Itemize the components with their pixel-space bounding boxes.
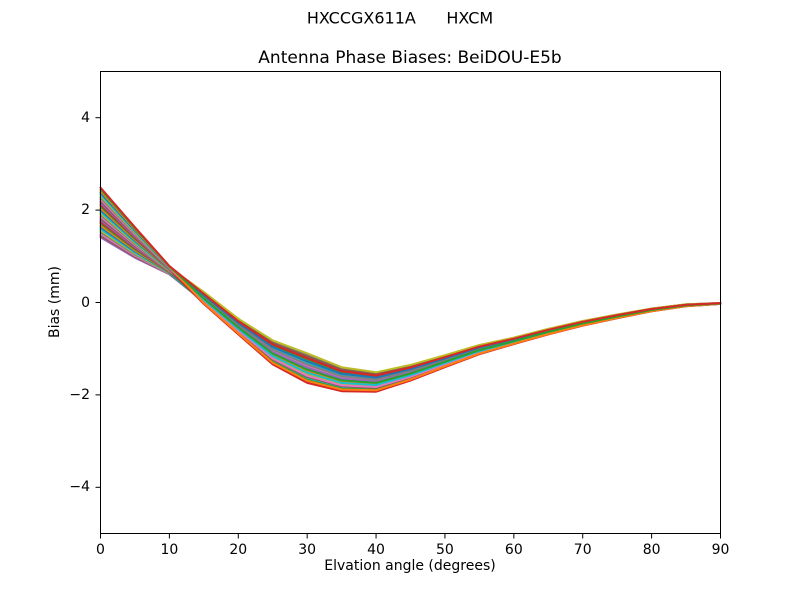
series-line (99, 226, 722, 386)
series-line (99, 203, 722, 393)
x-tick-label: 70 (573, 542, 592, 558)
series-line (99, 219, 722, 376)
series-line (99, 215, 722, 382)
x-tick-label: 60 (504, 542, 523, 558)
x-tick-label: 50 (436, 542, 454, 558)
x-tick-label: 10 (160, 542, 179, 558)
series-line (99, 190, 722, 392)
series-line (99, 208, 722, 392)
x-tick-label: 0 (96, 542, 105, 558)
series-line (99, 231, 722, 388)
y-tick-label: −4 (69, 479, 90, 496)
series-line (99, 207, 722, 385)
y-tick-label: 4 (81, 109, 90, 126)
series-line (99, 234, 722, 382)
x-tick-label: 90 (711, 542, 730, 558)
x-tick-label: 80 (642, 542, 661, 558)
y-tick-label: 2 (81, 202, 90, 219)
series-line (99, 229, 722, 380)
series-line (99, 188, 722, 384)
y-tick-label: −2 (69, 386, 90, 403)
figure-suptitle: HXCCGX611A HXCM (306, 8, 494, 28)
y-tick-label: 0 (81, 294, 90, 311)
x-tick-label: 40 (367, 542, 385, 558)
chart-title: Antenna Phase Biases: BeiDOU-E5b (258, 48, 562, 68)
series-line (99, 232, 722, 375)
series-line (99, 212, 722, 387)
series-line (99, 210, 722, 380)
series-line (99, 194, 722, 374)
series-line (99, 186, 722, 377)
x-tick-label: 20 (229, 542, 248, 558)
series-line (99, 220, 722, 384)
series-line (99, 217, 722, 389)
x-axis-label: Elvation angle (degrees) (324, 558, 496, 574)
x-tick-label: 30 (298, 542, 317, 558)
axes-frame (100, 71, 721, 534)
series-line (99, 224, 722, 378)
